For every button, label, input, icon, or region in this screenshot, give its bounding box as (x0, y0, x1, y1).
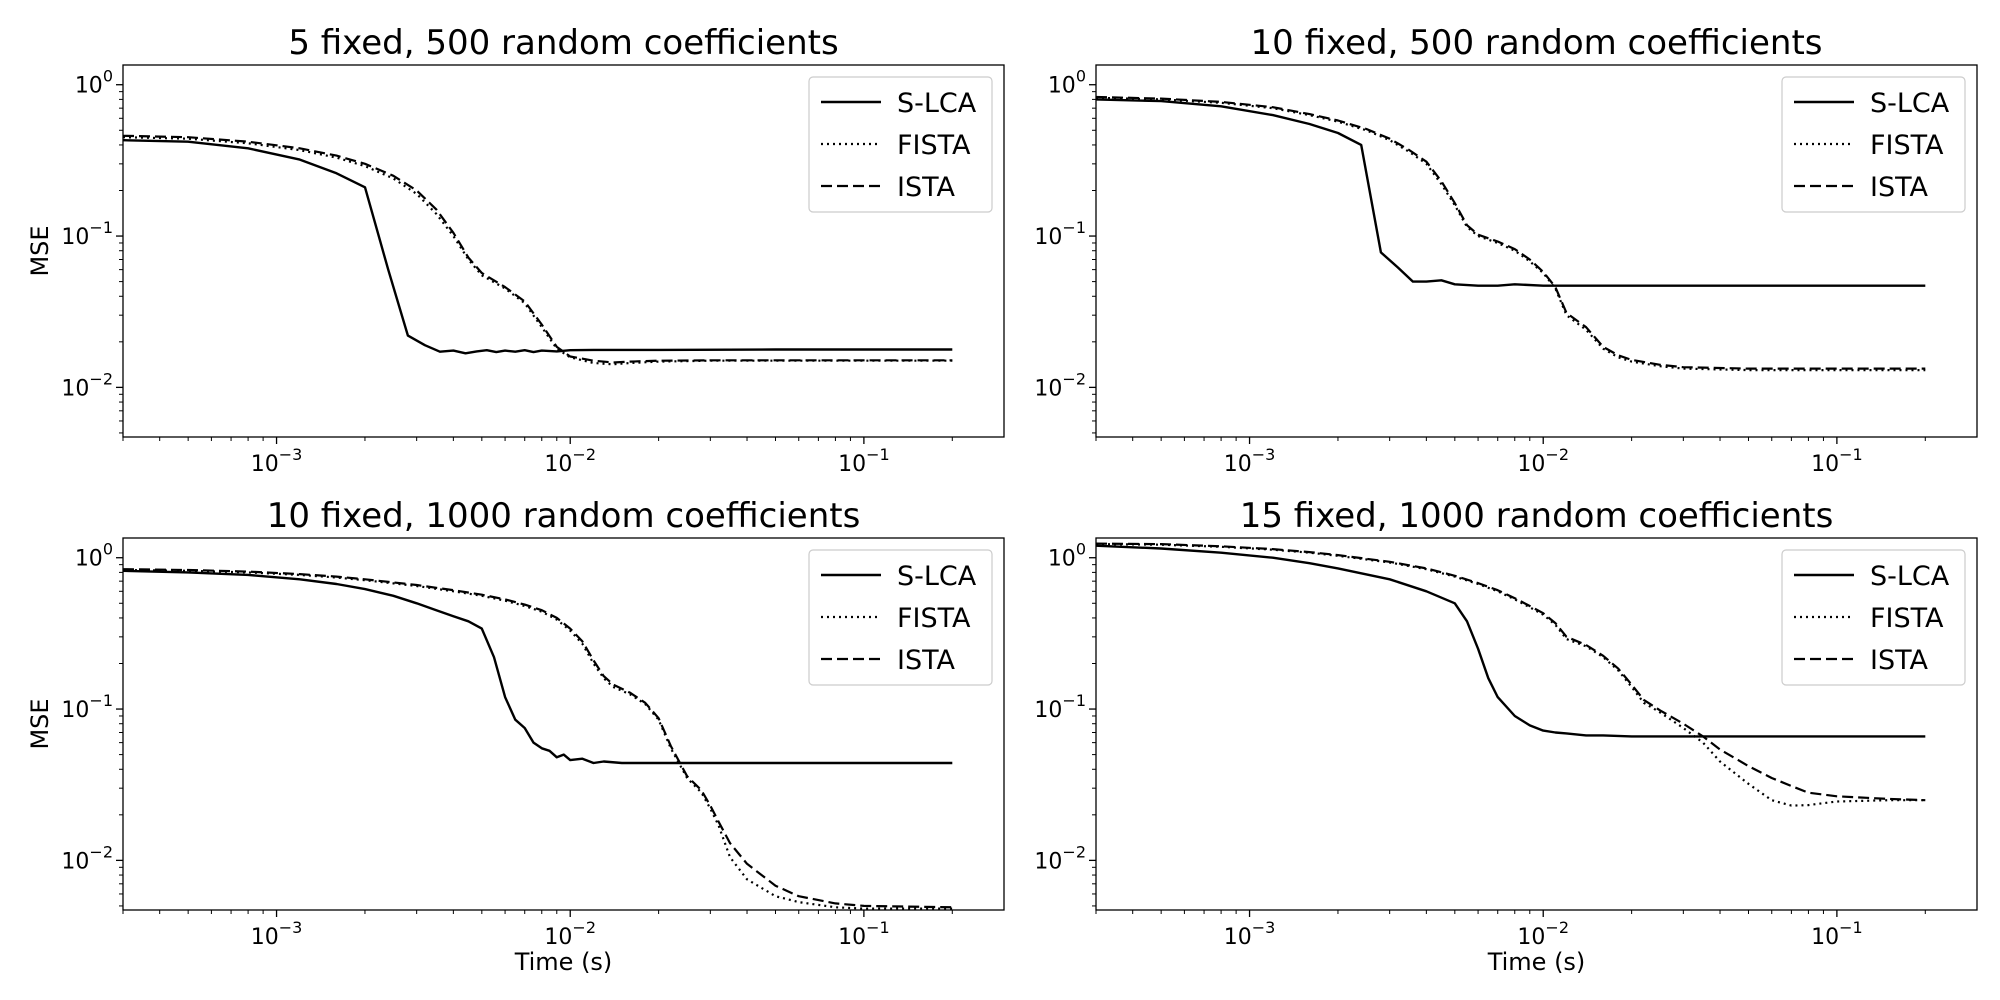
legend-label-s-lca: S-LCA (1870, 88, 1950, 119)
y-tick-label: 10−2 (61, 369, 113, 401)
y-tick-label: 100 (75, 67, 113, 99)
y-tick-label: 100 (75, 540, 113, 572)
y-tick-label: 10−1 (61, 691, 113, 723)
series-line-s-lca (123, 569, 953, 765)
series-line-fista (1096, 543, 1926, 807)
subplot-1: 5 fixed, 500 random coefficients 10−3 10−2… (26, 23, 1005, 477)
series-line-s-lca (1096, 544, 1926, 738)
series-line-ista (1096, 542, 1926, 802)
y-tick-label: 10−1 (1034, 218, 1086, 250)
series-group (1096, 542, 1926, 807)
legend-label-s-lca: S-LCA (1870, 561, 1950, 592)
x-axis-label: Time (s) (1487, 948, 1586, 976)
legend-label-fista: FISTA (1870, 130, 1944, 161)
series-group (1096, 95, 1926, 372)
series-line-ista (1096, 95, 1926, 370)
x-tick-label: 10−3 (251, 918, 303, 950)
legend-label-s-lca: S-LCA (897, 561, 977, 592)
x-tick-label: 10−2 (544, 445, 596, 477)
y-tick-label: 10−2 (1034, 842, 1086, 874)
series-group (123, 568, 953, 910)
subplot-2: 10 fixed, 500 random coefficients 10−3 10−… (1034, 23, 1978, 477)
subplot-title: 10 fixed, 1000 random coefficients (267, 496, 861, 536)
y-tick-label: 10−2 (61, 842, 113, 874)
x-tick-label: 10−3 (1224, 445, 1276, 477)
legend-box (1781, 76, 1966, 213)
series-group (123, 134, 953, 366)
series-line-ista (123, 134, 953, 364)
x-tick-label: 10−3 (251, 445, 303, 477)
legend-box (808, 76, 993, 213)
y-tick-label: 10−1 (1034, 691, 1086, 723)
x-tick-label: 10−1 (838, 918, 890, 950)
series-line-fista (1096, 96, 1926, 372)
x-tick-label: 10−3 (1224, 918, 1276, 950)
y-axis-label: MSE (26, 698, 54, 749)
series-line-s-lca (123, 139, 953, 355)
subplot-title: 15 fixed, 1000 random coefficients (1240, 496, 1834, 536)
y-tick-label: 100 (1048, 67, 1086, 99)
x-tick-label: 10−1 (1811, 918, 1863, 950)
legend-label-ista: ISTA (1870, 172, 1928, 203)
legend-label-ista: ISTA (897, 172, 955, 203)
subplot-4: 15 fixed, 1000 random coefficients 10−3 10… (1034, 496, 1978, 976)
x-tick-label: 10−2 (1517, 918, 1569, 950)
x-axis-label: Time (s) (514, 948, 613, 976)
y-axis-label: MSE (26, 225, 54, 276)
legend-label-s-lca: S-LCA (897, 88, 977, 119)
x-tick-label: 10−2 (1517, 445, 1569, 477)
y-tick-label: 10−2 (1034, 369, 1086, 401)
subplot-title: 5 fixed, 500 random coefficients (288, 23, 838, 63)
legend-label-fista: FISTA (897, 603, 971, 634)
subplot-3: 10 fixed, 1000 random coefficients 10−3 10… (26, 496, 1005, 976)
x-tick-label: 10−1 (1811, 445, 1863, 477)
x-tick-label: 10−2 (544, 918, 596, 950)
legend: S-LCA FISTA ISTA (808, 549, 993, 686)
subplot-title: 10 fixed, 500 random coefficients (1251, 23, 1823, 63)
legend-label-ista: ISTA (1870, 645, 1928, 676)
y-tick-label: 100 (1048, 540, 1086, 572)
legend: S-LCA FISTA ISTA (1781, 76, 1966, 213)
legend-label-fista: FISTA (1870, 603, 1944, 634)
legend-label-ista: ISTA (897, 645, 955, 676)
series-line-ista (123, 568, 953, 909)
legend-label-fista: FISTA (897, 130, 971, 161)
legend-box (808, 549, 993, 686)
x-tick-label: 10−1 (838, 445, 890, 477)
legend-box (1781, 549, 1966, 686)
legend: S-LCA FISTA ISTA (808, 76, 993, 213)
legend: S-LCA FISTA ISTA (1781, 549, 1966, 686)
y-tick-label: 10−1 (61, 218, 113, 250)
series-line-s-lca (1096, 98, 1926, 287)
